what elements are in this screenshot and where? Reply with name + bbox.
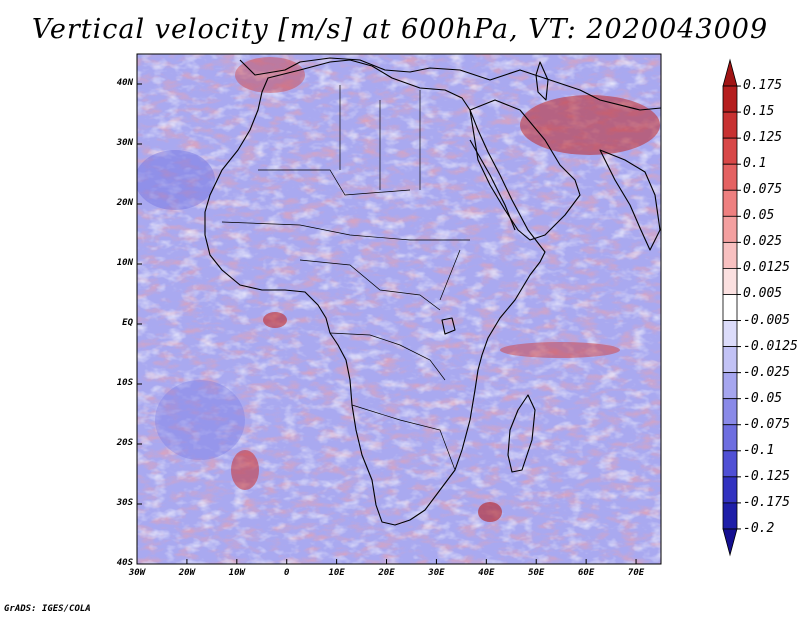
colorbar-label: 0.125 — [743, 130, 783, 146]
colorbar-label: -0.1 — [743, 442, 775, 458]
lake-victoria — [441, 317, 456, 335]
colorbar-bin — [722, 398, 738, 426]
lon-tick-label: 50E — [528, 568, 545, 578]
colorbar-label: -0.0125 — [743, 338, 798, 354]
red-sea — [469, 139, 516, 231]
colorbar-label: 0.025 — [743, 234, 783, 250]
colorbar-label: 0.1 — [743, 156, 767, 172]
lon-tick-label: 40E — [478, 568, 495, 578]
colorbar-bin — [722, 189, 738, 217]
africa-coastline — [204, 59, 546, 526]
colorbar-label: 0.005 — [743, 286, 783, 302]
colorbar-label: -0.05 — [743, 390, 783, 406]
colorbar-bin — [722, 450, 738, 478]
lon-tick-label: 30W — [128, 568, 146, 578]
updraft-tibet — [520, 95, 660, 155]
border-sahel — [221, 221, 470, 241]
colorbar-bin — [722, 528, 738, 557]
downdraft-atlantic-n — [137, 150, 215, 210]
colorbar-label: -0.175 — [743, 494, 790, 510]
colorbar-bin — [722, 215, 738, 243]
colorbar-bin — [722, 424, 738, 452]
colorbar-bin — [722, 502, 738, 530]
colorbar-bin — [722, 268, 738, 295]
colorbar-label: 0.15 — [743, 104, 775, 120]
updraft-indian-ocean — [500, 342, 620, 358]
lon-tick-label: 0 — [283, 568, 290, 578]
lon-tick-label: 20E — [378, 568, 395, 578]
downdraft-south-atlantic — [155, 380, 245, 460]
arabia-coastline — [469, 99, 581, 241]
border-congo — [329, 332, 446, 381]
colorbar-label: 0.175 — [743, 78, 783, 94]
colorbar-bin — [722, 320, 738, 347]
updraft-madagascar-sw — [478, 502, 502, 522]
updraft-iberia — [235, 57, 305, 93]
border-west — [339, 85, 461, 301]
lat-tick-label: 10N — [116, 258, 133, 268]
colorbar-bin — [722, 476, 738, 504]
lon-tick-label: 20W — [178, 568, 196, 578]
colorbar-bin — [722, 294, 738, 321]
colorbar-label: -0.075 — [743, 416, 790, 432]
colorbar — [722, 58, 741, 557]
border-algeria-south — [258, 169, 411, 196]
colorbar-bin — [722, 85, 738, 113]
india-coastline — [599, 149, 661, 251]
border-central — [299, 259, 441, 311]
lon-tick-label: 10W — [228, 568, 245, 578]
colorbar-label: 0.05 — [743, 208, 775, 224]
colorbar-label: 0.075 — [743, 182, 783, 198]
colorbar-bin — [722, 137, 738, 165]
colorbar-bin — [722, 111, 738, 139]
colorbar-label: -0.125 — [743, 468, 790, 484]
colorbar-bin — [722, 58, 738, 87]
grads-credit: GrADS: IGES/COLA — [4, 604, 91, 614]
colorbar-label: 0.0125 — [743, 260, 790, 276]
colorbar-bin — [722, 163, 738, 191]
lon-tick-label: 30E — [428, 568, 445, 578]
updraft-south-atlantic — [231, 450, 259, 490]
madagascar-coastline — [507, 394, 536, 473]
updraft-eq-atlantic — [263, 312, 287, 328]
lat-tick-label: 40N — [116, 78, 133, 88]
lat-tick-label: EQ — [122, 318, 133, 328]
colorbar-bin — [722, 346, 738, 374]
lat-tick-label: 40S — [116, 558, 133, 568]
lon-tick-label: 10E — [328, 568, 345, 578]
lon-tick-label: 60E — [578, 568, 595, 578]
lat-tick-label: 20S — [116, 438, 133, 448]
europe-coastline — [239, 57, 661, 111]
lon-tick-label: 70E — [627, 568, 645, 578]
colorbar-label: -0.025 — [743, 364, 790, 380]
colorbar-bin — [722, 372, 738, 400]
colorbar-label: -0.2 — [743, 520, 775, 536]
caspian-sea — [535, 61, 549, 101]
chart-title: Vertical velocity [m/s] at 600hPa, VT: 2… — [31, 14, 769, 45]
lat-tick-label: 10S — [116, 378, 133, 388]
lat-tick-label: 30N — [116, 138, 133, 148]
plot-frame — [136, 53, 662, 565]
lat-tick-label: 30S — [116, 498, 133, 508]
colorbar-label: -0.005 — [743, 312, 790, 328]
colorbar-bin — [722, 241, 738, 269]
border-south — [351, 404, 456, 471]
lat-tick-label: 20N — [116, 198, 133, 208]
